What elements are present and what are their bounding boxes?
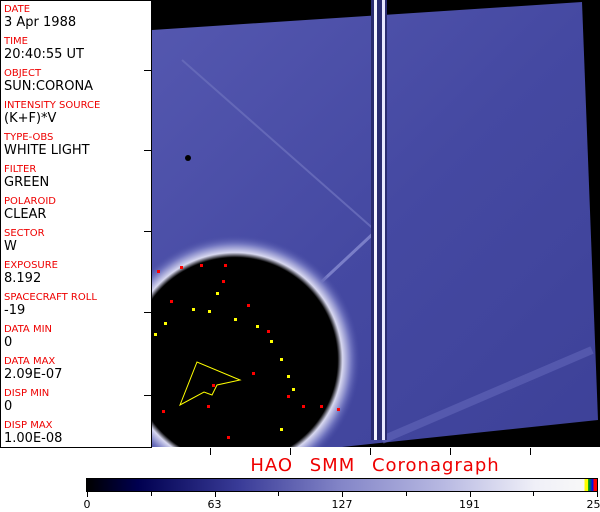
- header-info-panel: DATE 3 Apr 1988 TIME 20:40:55 UT OBJECT SUN:C…: [0, 0, 152, 448]
- yellow-markers: [154, 292, 295, 431]
- field-type-obs: TYPE-OBS WHITE LIGHT: [4, 132, 90, 158]
- colorbar-tick: [87, 492, 88, 497]
- field-label: DATA MIN: [4, 324, 52, 335]
- field-value: WHITE LIGHT: [4, 143, 90, 158]
- yellow-outline-marker: [179, 361, 242, 407]
- field-spacecraft-roll: SPACECRAFT ROLL -19: [4, 292, 97, 318]
- field-value: (K+F)*V: [4, 111, 57, 126]
- field-data-min: DATA MIN 0: [4, 324, 52, 350]
- field-label: EXPOSURE: [4, 260, 59, 271]
- coronagraph-image: [110, 0, 600, 485]
- field-value: 20:40:55 UT: [4, 47, 84, 62]
- field-value: 8.192: [4, 271, 42, 286]
- colorbar-tick: [278, 492, 280, 496]
- field-value: 2.09E-07: [4, 367, 63, 382]
- field-value: 0: [4, 335, 13, 350]
- colorbar-tick: [469, 492, 471, 497]
- field-polaroid: POLAROID CLEAR: [4, 196, 56, 222]
- colorbar-tick-label: 127: [331, 498, 353, 511]
- field-label: DISP MAX: [4, 420, 53, 431]
- colorbar-tick-label: 191: [459, 498, 480, 511]
- colorbar-tick-label: 0: [83, 498, 91, 511]
- field-time: TIME 20:40:55 UT: [4, 36, 84, 62]
- colorbar-tick: [150, 492, 152, 496]
- field-value: SUN:CORONA: [4, 79, 94, 94]
- field-label: TYPE-OBS: [4, 132, 54, 143]
- field-filter: FILTER GREEN: [4, 164, 49, 190]
- colorbar-tick: [342, 492, 343, 497]
- field-label: SECTOR: [4, 228, 45, 239]
- field-value: -19: [4, 303, 26, 318]
- colorbar-tick: [533, 492, 535, 496]
- colorbar-tick-label: 255: [586, 498, 600, 511]
- field-data-max: DATA MAX 2.09E-07: [4, 356, 62, 382]
- field-value: W: [4, 239, 17, 254]
- field-value: 1.00E-08: [4, 431, 63, 446]
- field-label: FILTER: [4, 164, 37, 175]
- field-value: CLEAR: [4, 207, 47, 222]
- field-label: DATE: [4, 4, 31, 15]
- field-value: GREEN: [4, 175, 50, 190]
- colorbar-tick: [405, 492, 407, 496]
- red-markers: [157, 264, 340, 439]
- colorbar: [86, 478, 598, 492]
- field-value: 0: [4, 399, 13, 414]
- field-label: SPACECRAFT ROLL: [4, 292, 97, 303]
- field-value: 3 Apr 1988: [4, 15, 77, 30]
- field-sector: SECTOR W: [4, 228, 45, 254]
- field-label: DISP MIN: [4, 388, 50, 399]
- colorbar-tick-label: 63: [207, 498, 222, 511]
- field-intensity-source: INTENSITY SOURCE (K+F)*V: [4, 100, 100, 126]
- field-disp-max: DISP MAX 1.00E-08: [4, 420, 62, 446]
- colorbar-tick: [214, 492, 216, 497]
- field-disp-min: DISP MIN 0: [4, 388, 49, 414]
- field-object: OBJECT SUN:CORONA: [4, 68, 93, 94]
- instrument-title: HAO SMM Coronagraph: [250, 455, 500, 476]
- colorbar-tick: [597, 492, 598, 497]
- field-label: DATA MAX: [4, 356, 56, 367]
- field-label: POLAROID: [4, 196, 57, 207]
- field-date: DATE 3 Apr 1988: [4, 4, 76, 30]
- field-exposure: EXPOSURE 8.192: [4, 260, 58, 286]
- field-label: TIME: [4, 36, 29, 47]
- field-label: OBJECT: [4, 68, 42, 79]
- field-label: INTENSITY SOURCE: [4, 100, 101, 111]
